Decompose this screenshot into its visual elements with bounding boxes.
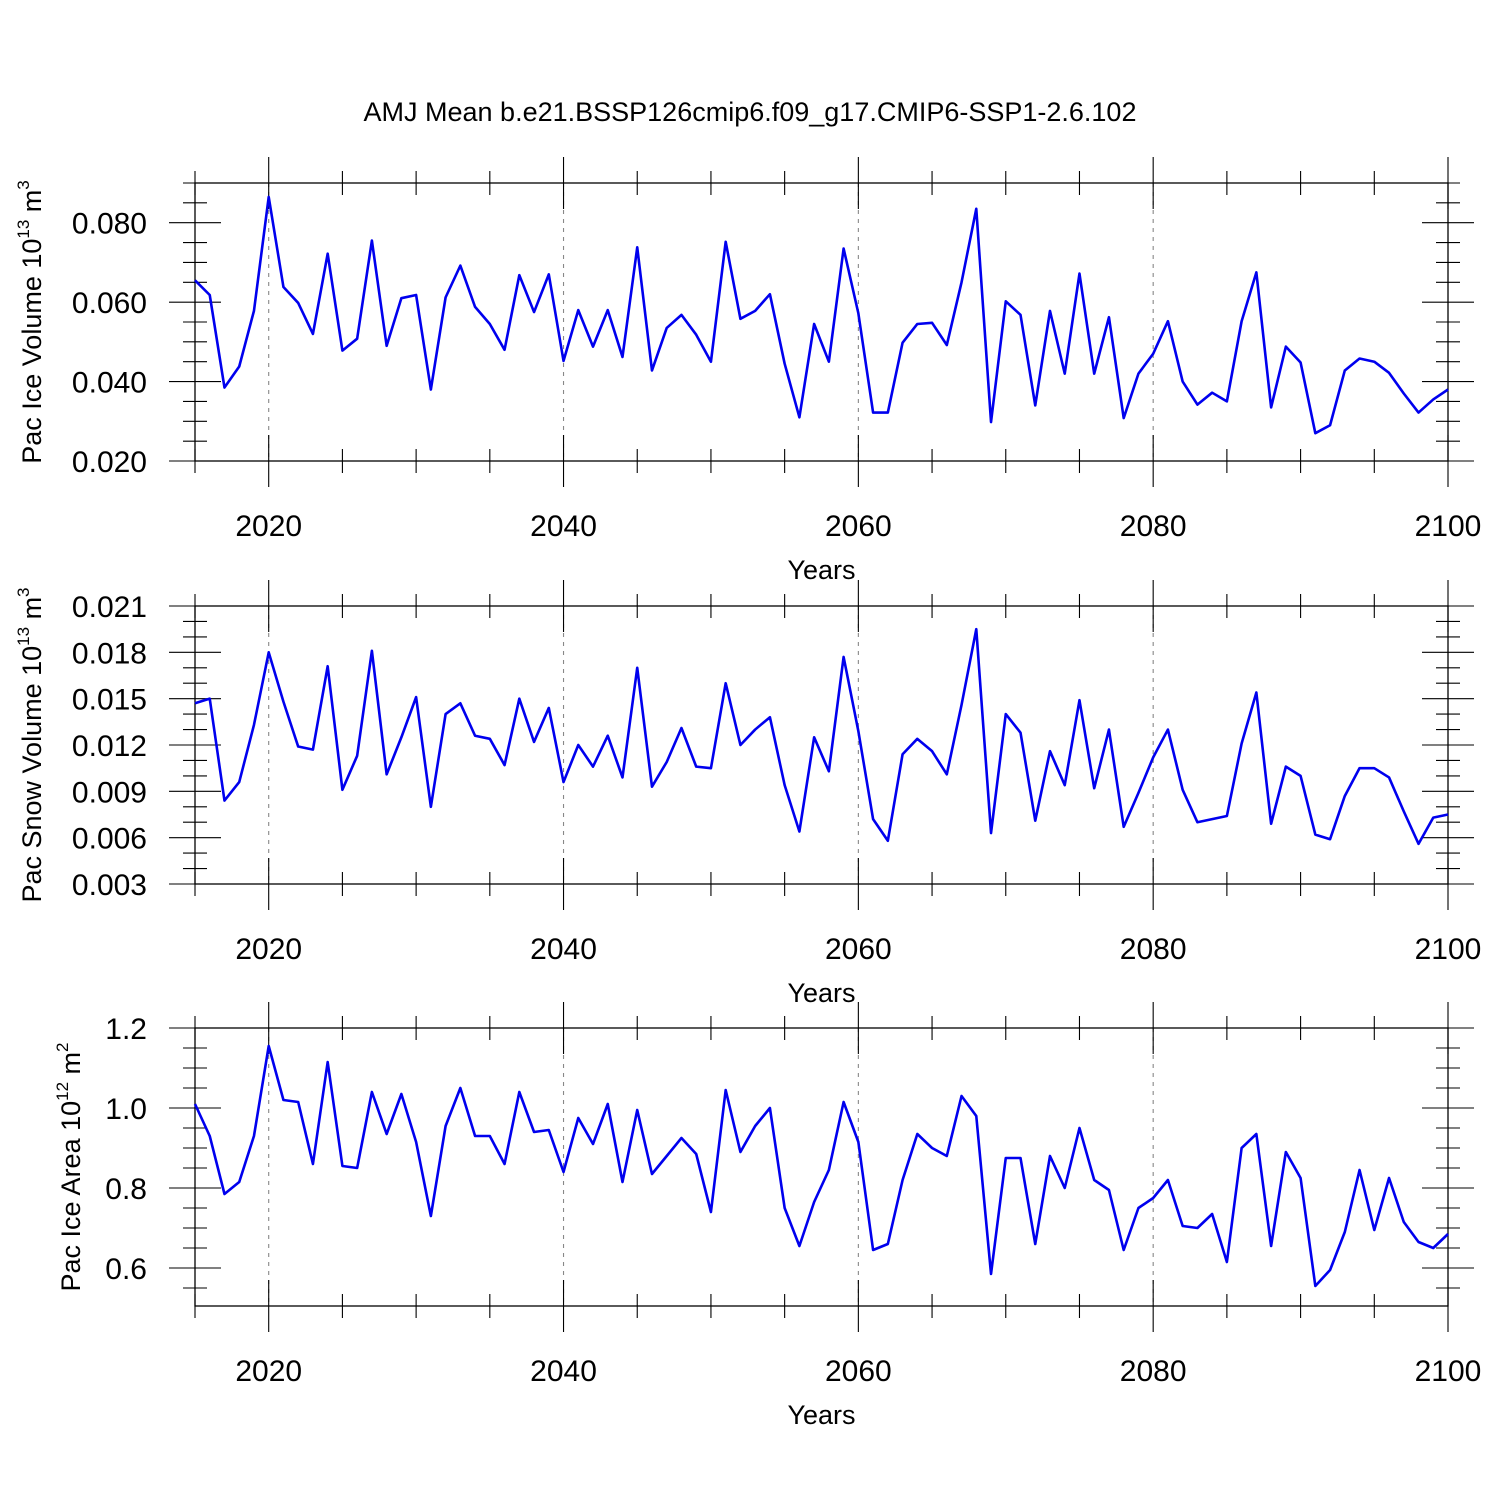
x-tick-label: 2100 [1415, 510, 1482, 543]
y-axis-label-part: Pac Snow Volume 10 [17, 646, 47, 903]
panel-3: 2020 2040 2060 2080 2100 0.6 0.8 1.0 1.2 Years Pac… [53, 1002, 1481, 1430]
y-tick-label: 0.003 [72, 869, 147, 902]
series-line [194, 195, 1449, 435]
x-tick-label: 2020 [235, 1355, 302, 1388]
x-tick-label: 2080 [1120, 1355, 1187, 1388]
x-tick-label: 2040 [530, 933, 597, 966]
x-tick-label: 2040 [530, 1355, 597, 1388]
y-axis-label-part: Pac Ice Area 10 [56, 1101, 86, 1292]
y-axis-label-part: m [17, 190, 47, 220]
x-axis-label: Years [787, 1400, 855, 1430]
y-tick-label: 0.018 [72, 637, 147, 670]
y-axis-label-part: m [17, 597, 47, 627]
y-tick-label: 1.0 [105, 1093, 147, 1126]
y-axis-label-part: 3 [14, 180, 33, 189]
y-axis-label-part: m [56, 1052, 86, 1082]
y-tick-label: 0.021 [72, 591, 147, 624]
x-axis-label: Years [787, 555, 855, 585]
y-tick-label: 0.080 [72, 208, 147, 241]
y-tick-label: 0.015 [72, 684, 147, 717]
y-tick-label: 0.6 [105, 1253, 147, 1286]
x-tick-label: 2020 [235, 510, 302, 543]
x-tick-label: 2020 [235, 933, 302, 966]
panel-1: 2020 2040 2060 2080 2100 0.020 0.040 0.060 0.080… [14, 157, 1481, 585]
y-tick-label: 1.2 [105, 1013, 147, 1046]
series-line [193, 1044, 1449, 1288]
y-tick-label: 0.020 [72, 446, 147, 479]
y-tick-label: 0.009 [72, 776, 147, 809]
x-tick-label: 2080 [1120, 933, 1187, 966]
x-tick-label: 2100 [1415, 1355, 1482, 1388]
x-tick-label: 2060 [825, 1355, 892, 1388]
y-tick-label: 0.012 [72, 730, 147, 763]
x-tick-label: 2040 [530, 510, 597, 543]
x-tick-label: 2080 [1120, 510, 1187, 543]
y-axis-label-part: 3 [14, 587, 33, 596]
y-tick-label: 0.006 [72, 823, 147, 856]
y-axis-label: Pac Snow Volume 1013 m3 [14, 587, 47, 902]
y-tick-label: 0.040 [72, 367, 147, 400]
panels: 2020 2040 2060 2080 2100 0.020 0.040 0.060 0.080… [14, 157, 1481, 1430]
plot-frame [194, 1027, 1449, 1307]
x-axis-label: Years [787, 978, 855, 1008]
x-tick-label: 2100 [1415, 933, 1482, 966]
x-tick-label: 2060 [825, 510, 892, 543]
y-axis-label-part: 13 [14, 627, 33, 646]
y-axis-label-part: 2 [53, 1042, 72, 1051]
x-tick-label: 2060 [825, 933, 892, 966]
y-tick-label: 0.060 [72, 287, 147, 320]
series-line [194, 627, 1449, 846]
y-axis-label-part: 13 [14, 220, 33, 239]
figure-title: AMJ Mean b.e21.BSSP126cmip6.f09_g17.CMIP… [364, 97, 1137, 127]
y-tick-label: 0.8 [105, 1173, 147, 1206]
y-axis-label-part: 12 [53, 1082, 72, 1101]
y-axis-label-part: Pac Ice Volume 10 [17, 239, 47, 464]
y-axis-label: Pac Ice Area 1012 m2 [53, 1042, 86, 1291]
panel-2: 2020 2040 2060 2080 2100 0.003 0.006 0.009 0.012… [14, 580, 1481, 1008]
y-axis-label: Pac Ice Volume 1013 m3 [14, 180, 47, 464]
